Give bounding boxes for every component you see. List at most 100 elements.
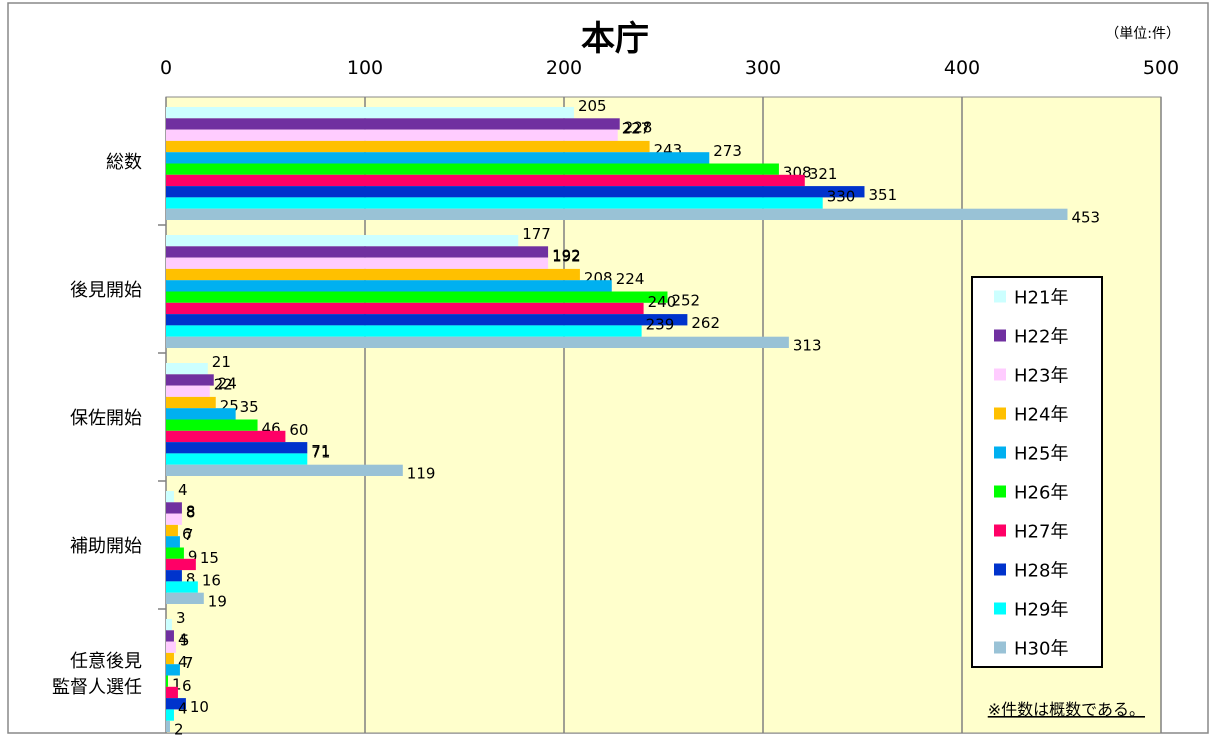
data-label: 351 (868, 186, 897, 204)
legend-label: H26年 (1014, 483, 1068, 504)
bar (166, 491, 174, 503)
category-label: 保佐開始 (70, 408, 142, 429)
category-label: 補助開始 (70, 536, 142, 557)
data-label: 19 (208, 593, 227, 611)
data-label: 16 (202, 571, 221, 589)
category-label: 監督人選任 (52, 677, 142, 698)
data-label: 119 (407, 465, 436, 483)
data-label: 3 (176, 609, 186, 627)
bar (166, 536, 180, 548)
data-label: 9 (188, 548, 198, 566)
data-label: 262 (691, 314, 720, 332)
bar (166, 664, 180, 676)
bar (166, 107, 574, 119)
data-label: 330 (827, 187, 856, 205)
bar (166, 408, 236, 420)
legend: H21年 H22年 H23年 H24年 H25年 H26年 H27年 H28年 H29年 H30年 (971, 276, 1103, 668)
data-label: 273 (713, 142, 742, 160)
x-tick-label: 400 (944, 57, 980, 79)
data-label: 71 (311, 443, 330, 461)
bar (166, 419, 258, 431)
bar (166, 363, 208, 375)
bar (166, 129, 618, 141)
data-label: 15 (200, 549, 219, 567)
data-label: 313 (793, 337, 822, 355)
legend-label: H30年 (1014, 639, 1068, 660)
legend-swatch (994, 446, 1006, 459)
legend-swatch (994, 368, 1006, 381)
data-label: 228 (624, 118, 653, 136)
data-label: 8 (186, 570, 196, 588)
bar (166, 246, 549, 258)
legend-label: H22年 (1014, 327, 1068, 348)
bar (166, 686, 178, 699)
bar (166, 524, 178, 537)
data-label: 24 (218, 374, 237, 392)
data-label: 7 (184, 526, 194, 544)
data-label: 177 (522, 225, 551, 243)
bar (166, 186, 865, 198)
bar (166, 208, 1068, 220)
legend-swatch (994, 485, 1006, 498)
bar (166, 720, 170, 732)
data-label: 4 (178, 630, 188, 648)
bar (166, 619, 172, 631)
legend-label: H28年 (1014, 561, 1068, 582)
data-label: 8 (186, 504, 196, 522)
bar (166, 570, 182, 582)
chart-title: 本庁 (581, 19, 649, 59)
bar (166, 280, 612, 292)
category-label: 任意後見 (70, 651, 142, 672)
legend-swatch (994, 329, 1006, 342)
bar (166, 592, 204, 604)
data-label: 4 (178, 699, 188, 717)
bar (166, 152, 710, 164)
data-label: 192 (552, 246, 581, 264)
category-label: 総数 (106, 152, 142, 173)
data-label: 4 (178, 481, 188, 499)
category-label: 後見開始 (70, 280, 142, 301)
bar (166, 430, 286, 443)
data-label: 7 (184, 654, 194, 672)
legend-label: H21年 (1014, 288, 1068, 309)
bar (166, 709, 174, 721)
bar (166, 118, 620, 130)
data-label: 6 (182, 677, 192, 695)
bar (166, 235, 519, 247)
bar (166, 698, 186, 710)
data-label: 6 (182, 525, 192, 543)
bar (166, 581, 198, 593)
data-label: 71 (311, 442, 330, 460)
x-tick-label: 500 (1143, 57, 1179, 79)
legend-label: H23年 (1014, 366, 1068, 387)
legend-box (971, 276, 1103, 668)
bar (166, 257, 549, 269)
data-label: 224 (616, 270, 645, 288)
x-tick-label: 0 (160, 57, 172, 79)
bar (166, 513, 182, 525)
bar (166, 385, 210, 397)
bar (166, 464, 403, 476)
legend-label: H24年 (1014, 405, 1068, 426)
legend-swatch (994, 641, 1006, 654)
data-label: 239 (646, 315, 675, 333)
data-label: 21 (212, 353, 231, 371)
legend-swatch (994, 602, 1006, 615)
legend-label: H29年 (1014, 600, 1068, 621)
bar (166, 325, 642, 337)
data-label: 252 (671, 292, 700, 310)
bar (166, 652, 174, 665)
data-label: 192 (552, 248, 581, 266)
data-label: 240 (648, 293, 677, 311)
bar (166, 396, 216, 409)
bar (166, 163, 779, 175)
bar (166, 453, 308, 465)
data-label: 227 (622, 120, 651, 138)
footnote: ※件数は概数である。 (988, 700, 1145, 719)
bar (166, 502, 182, 514)
bar (166, 314, 688, 326)
data-label: 35 (240, 398, 259, 416)
legend-swatch (994, 563, 1006, 576)
data-label: 22 (214, 376, 233, 394)
